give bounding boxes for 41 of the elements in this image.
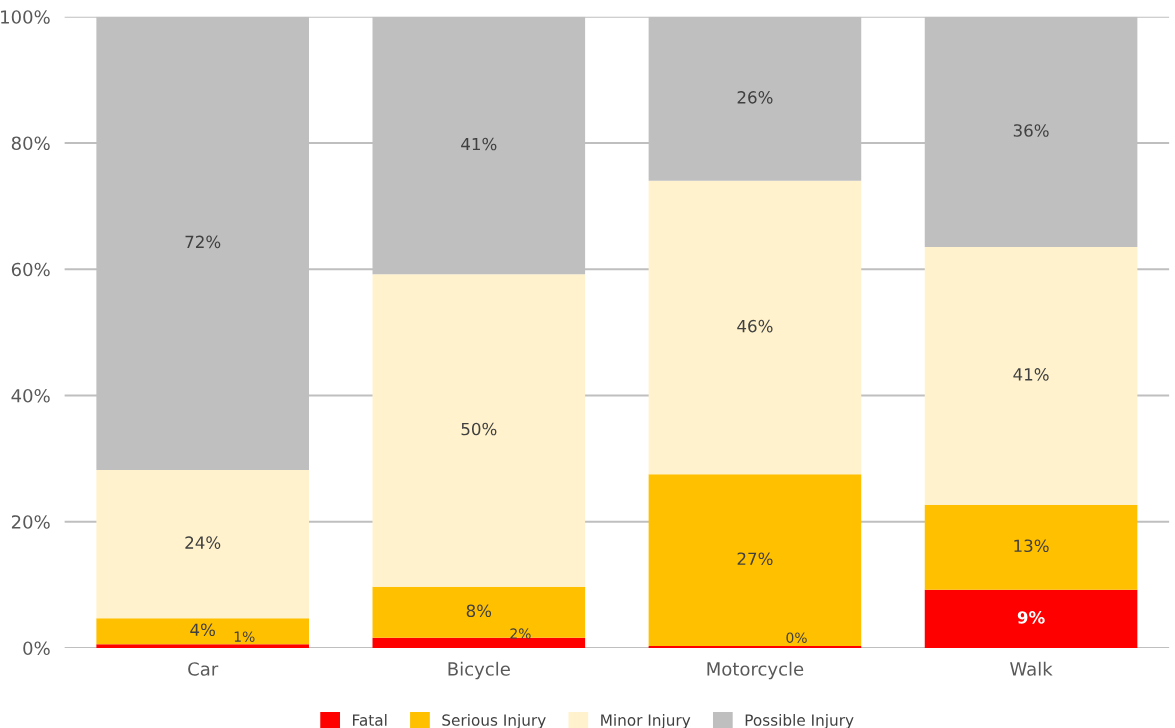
data-label: 41% — [461, 137, 497, 151]
bar — [924, 504, 1138, 590]
y-tick-label: 80% — [11, 136, 50, 151]
legend-label: Minor Injury — [601, 714, 691, 728]
data-label: 2% — [510, 628, 531, 639]
y-tick-label: 20% — [11, 515, 50, 529]
data-label: 50% — [461, 422, 497, 436]
data-label: 27% — [737, 552, 773, 566]
data-label: 9% — [1017, 611, 1045, 624]
data-label: 26% — [737, 91, 773, 104]
bar — [924, 589, 1138, 648]
bar — [96, 644, 309, 648]
data-label: 8% — [466, 604, 492, 618]
y-tick-label: 40% — [11, 388, 50, 403]
bar — [372, 637, 586, 648]
data-label: 4% — [190, 623, 215, 637]
data-label: 72% — [185, 235, 221, 249]
bar — [648, 474, 862, 647]
bar — [372, 586, 586, 638]
bar — [924, 247, 1138, 505]
x-tick-label: Walk — [1010, 661, 1053, 676]
bar — [96, 618, 309, 645]
bar — [372, 274, 586, 587]
data-label: 13% — [1014, 539, 1049, 553]
x-tick-label: Motorcycle — [707, 661, 804, 680]
data-label: 24% — [185, 536, 221, 549]
legend-label: Fatal — [353, 714, 387, 726]
legend-label: Serious Injury — [442, 714, 546, 728]
data-label: 0% — [786, 632, 807, 643]
x-tick-label: Bicycle — [448, 661, 510, 680]
data-label: 1% — [234, 631, 255, 642]
bar — [96, 469, 309, 619]
legend-label: Possible Injury — [745, 714, 854, 728]
x-tick-label: Car — [188, 662, 219, 676]
data-label: 46% — [737, 319, 773, 333]
data-label: 36% — [1013, 124, 1049, 137]
y-tick-label: 60% — [11, 262, 50, 277]
data-label: 41% — [1013, 368, 1049, 381]
y-tick-label: 0% — [23, 641, 50, 656]
y-tick-label: 100% — [1, 10, 50, 24]
bar — [648, 180, 862, 475]
